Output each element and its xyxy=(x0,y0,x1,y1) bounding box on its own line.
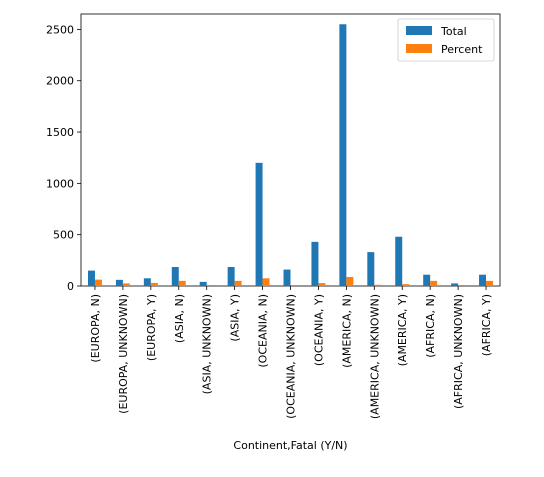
x-tick-label: (ASIA, UNKNOWN) xyxy=(201,294,214,394)
y-tick-label: 500 xyxy=(53,229,74,242)
y-tick-label: 1500 xyxy=(46,126,74,139)
bar-percent-4 xyxy=(206,284,214,286)
bar-percent-10 xyxy=(374,284,382,286)
bar-total-14 xyxy=(479,274,487,286)
bar-total-13 xyxy=(451,283,459,286)
legend-label-total: Total xyxy=(440,25,467,38)
x-axis: (EUROPA, N) (EUROPA, UNKNOWN) (EUROPA, Y) (… xyxy=(89,286,493,419)
x-tick-label: (OCEANIA, UNKNOWN) xyxy=(285,294,298,419)
y-tick-label: 1000 xyxy=(46,177,74,190)
bar-percent-14 xyxy=(486,280,494,286)
y-tick-label: 2000 xyxy=(46,75,74,88)
legend-swatch-total xyxy=(406,26,432,35)
legend-label-percent: Percent xyxy=(441,43,483,56)
bar-total-1 xyxy=(115,279,123,286)
bar-percent-6 xyxy=(262,278,270,286)
x-tick-label: (EUROPA, UNKNOWN) xyxy=(117,294,130,414)
x-tick-label: (OCEANIA, Y) xyxy=(312,294,325,366)
x-tick-label: (AFRICA, Y) xyxy=(480,294,493,356)
y-tick-label: 2500 xyxy=(46,23,74,36)
x-tick-label: (AMERICA, N) xyxy=(340,294,353,368)
bar-percent-11 xyxy=(402,284,410,286)
bar-percent-1 xyxy=(122,283,130,286)
bar-percent-3 xyxy=(178,280,186,286)
bar-percent-7 xyxy=(290,284,298,286)
x-tick-label: (ASIA, N) xyxy=(173,294,186,343)
bar-total-4 xyxy=(199,281,207,286)
x-tick-label: (EUROPA, N) xyxy=(89,294,102,363)
bar-total-6 xyxy=(255,162,263,286)
bar-total-2 xyxy=(143,278,151,286)
x-tick-label: (AFRICA, N) xyxy=(424,294,437,358)
x-tick-label: (OCEANIA, N) xyxy=(257,294,270,368)
y-axis: 0 500 1000 1500 2000 2500 xyxy=(46,23,81,293)
x-tick-label: (ASIA, Y) xyxy=(229,294,242,342)
legend: Total Percent xyxy=(397,18,495,62)
bar-total-8 xyxy=(311,241,319,286)
x-tick-label: (AMERICA, UNKNOWN) xyxy=(368,294,381,419)
legend-swatch-percent xyxy=(406,44,432,53)
bar-total-11 xyxy=(395,236,403,286)
bar-total-12 xyxy=(423,274,431,286)
bar-percent-8 xyxy=(318,283,326,286)
x-tick-label: (AFRICA, UNKNOWN) xyxy=(452,294,465,409)
bar-percent-12 xyxy=(430,280,438,286)
bar-percent-0 xyxy=(94,279,102,286)
bar-total-7 xyxy=(283,269,291,286)
bars-group xyxy=(87,24,494,286)
x-axis-label: Continent,Fatal (Y/N) xyxy=(233,439,347,452)
bar-percent-9 xyxy=(346,276,354,286)
bar-total-9 xyxy=(339,24,347,286)
bar-total-3 xyxy=(171,267,179,286)
x-tick-label: (EUROPA, Y) xyxy=(145,294,158,361)
bar-percent-13 xyxy=(458,284,466,286)
x-tick-label: (AMERICA, Y) xyxy=(396,294,409,366)
y-tick-label: 0 xyxy=(67,280,74,293)
bar-total-5 xyxy=(227,267,235,286)
bar-total-0 xyxy=(87,270,95,286)
bar-percent-2 xyxy=(150,282,158,286)
bar-total-10 xyxy=(367,252,375,286)
bar-percent-5 xyxy=(234,280,242,286)
